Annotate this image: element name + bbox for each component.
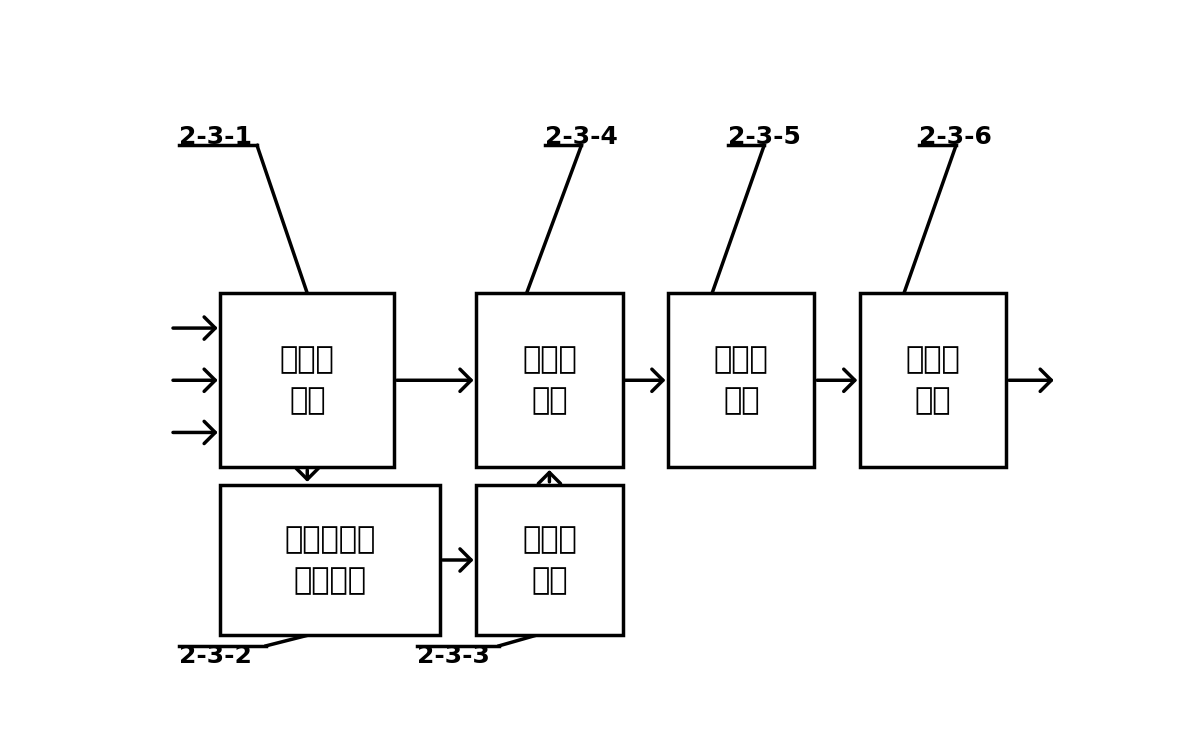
Bar [861,294,1007,467]
Text: 2-3-2: 2-3-2 [179,644,252,668]
Text: 矩阵检
测器: 矩阵检 测器 [279,346,335,415]
Text: 矩阵求
逆器: 矩阵求 逆器 [522,526,577,595]
Bar [668,294,815,467]
Text: 矩阵乘
法器: 矩阵乘 法器 [522,346,577,415]
Text: 2-3-6: 2-3-6 [920,125,993,149]
Bar [476,485,623,636]
Text: 矩阵缓存器
（延时）: 矩阵缓存器 （延时） [284,526,376,595]
Text: 2-3-1: 2-3-1 [179,125,252,149]
Text: 数据恢
复器: 数据恢 复器 [714,346,769,415]
Text: 2-3-3: 2-3-3 [417,644,489,668]
Text: 并串转
换器: 并串转 换器 [905,346,961,415]
Bar [476,294,623,467]
Text: 2-3-4: 2-3-4 [545,125,618,149]
Bar [220,485,440,636]
Text: 2-3-5: 2-3-5 [727,125,801,149]
Bar [220,294,394,467]
